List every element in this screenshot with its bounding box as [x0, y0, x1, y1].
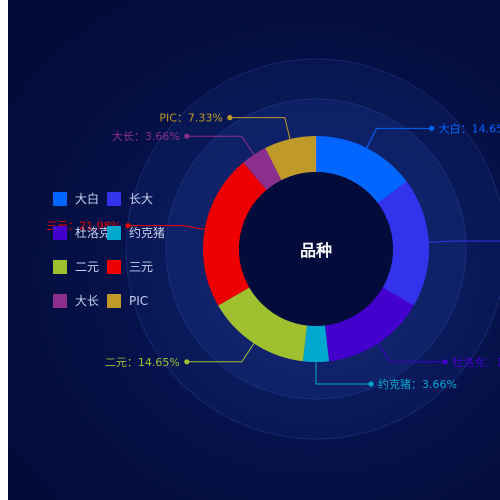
legend-swatch	[53, 294, 67, 308]
donut-slice[interactable]	[218, 287, 308, 362]
donut-slice[interactable]	[377, 181, 429, 306]
chart-title: 品种	[300, 241, 332, 260]
slice-data-label: 杜洛克：14.65%	[452, 355, 500, 369]
leader-dot	[227, 115, 233, 121]
legend-swatch	[107, 192, 121, 206]
legend-swatch	[107, 226, 121, 240]
leader-dot	[184, 359, 190, 365]
legend-item[interactable]: 大白	[53, 191, 99, 207]
slice-data-label: PIC：7.33%	[159, 112, 223, 125]
legend-label: PIC	[129, 294, 149, 308]
legend-item[interactable]: 大长	[53, 293, 99, 309]
slice-data-label: 大长：3.66%	[112, 129, 180, 143]
donut-slice[interactable]	[243, 148, 282, 191]
leader-dot	[428, 125, 435, 131]
legend-label: 大白	[75, 192, 100, 206]
donut-hole	[239, 172, 393, 326]
legend-label: 大长	[75, 294, 100, 308]
leader-line	[428, 240, 500, 243]
leader-dot	[442, 359, 448, 365]
donut-slice[interactable]	[324, 287, 414, 362]
leader-line	[186, 343, 255, 363]
legend-swatch	[53, 260, 67, 274]
leader-dot	[125, 222, 131, 229]
leader-line	[229, 117, 291, 140]
legend-swatch	[107, 260, 121, 274]
leader-dot	[184, 133, 190, 139]
slice-data-label: 大白：14.65%	[439, 121, 500, 135]
legend-item[interactable]: 长大	[107, 191, 153, 207]
legend-label: 三元	[129, 260, 154, 274]
legend-label: 约克猪	[129, 226, 166, 240]
legend-label: 长大	[129, 192, 154, 206]
leader-dot	[368, 381, 374, 387]
legend-swatch	[107, 294, 121, 308]
legend-item[interactable]: 约克猪	[107, 225, 165, 241]
legend-item[interactable]: PIC	[107, 293, 148, 309]
leader-line	[366, 127, 432, 149]
leader-line	[186, 135, 255, 155]
donut-slice[interactable]	[316, 136, 407, 204]
leader-line	[315, 362, 371, 385]
legend-label: 杜洛克	[75, 226, 112, 240]
leader-line	[128, 225, 205, 230]
donut-slice[interactable]	[202, 162, 267, 306]
legend-swatch	[53, 226, 67, 240]
legend-item[interactable]: 杜洛克	[53, 225, 111, 241]
slice-data-label: 约克猪：3.66%	[378, 378, 457, 391]
legend-label: 二元	[75, 260, 100, 274]
legend-item[interactable]: 三元	[107, 259, 153, 275]
legend-item[interactable]: 二元	[53, 259, 99, 275]
chart-panel: 大白：14.65%长大：18.32%杜洛克：14.65%约克猪：3.66%二元：…	[8, 0, 500, 500]
donut-slice[interactable]	[302, 325, 330, 362]
leader-line	[377, 343, 446, 363]
slice-data-label: 二元：14.65%	[105, 356, 180, 369]
legend-swatch	[53, 192, 67, 206]
donut-slice[interactable]	[265, 136, 316, 181]
donut-chart: 大白：14.65%长大：18.32%杜洛克：14.65%约克猪：3.66%二元：…	[46, 58, 500, 440]
